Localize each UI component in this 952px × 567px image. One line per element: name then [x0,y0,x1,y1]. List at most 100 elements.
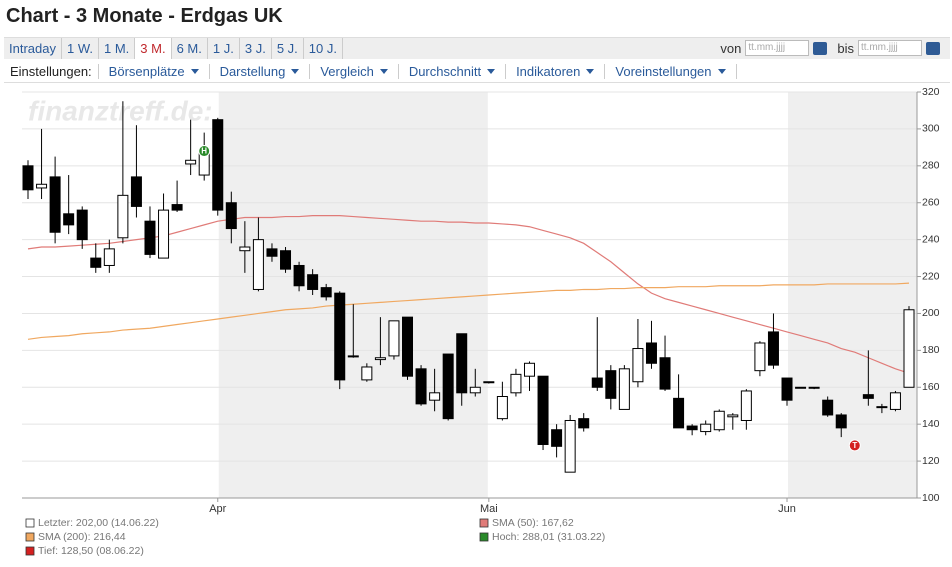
y-tick-label: 240 [922,233,940,245]
range-tab[interactable]: 10 J. [304,38,343,59]
date-range: von tt.mm.jjjj bis tt.mm.jjjj [720,40,946,56]
candle-body [483,381,495,384]
candle-body [266,248,278,257]
calendar-icon[interactable] [813,41,828,55]
candle-body [767,331,779,366]
candle-body [510,373,522,394]
legend-swatch [25,518,35,528]
sma-line [27,282,910,340]
settings-menu[interactable]: Darstellung [210,63,311,79]
candle-body [862,394,874,399]
candle-body [889,392,901,410]
candle-body [781,377,793,401]
candle-body [523,362,535,377]
marker-label: T [852,441,857,450]
from-input[interactable]: tt.mm.jjjj [745,40,810,56]
candle-body [90,257,102,268]
legend-label: Tief: 128,50 (08.06.22) [38,545,144,557]
settings-menu[interactable]: Börsenplätze [99,63,210,79]
range-tab[interactable]: 6 M. [172,38,208,59]
settings-menu[interactable]: Vergleich [310,63,399,79]
candle-body [659,357,671,390]
x-tick-label: Apr [209,503,226,515]
candle-body [144,220,156,255]
candle-body [537,375,549,445]
candle-body [130,176,142,207]
candle-body [307,274,319,290]
candle-body [334,292,346,381]
month-band [218,92,488,498]
candle-body [117,194,129,239]
legend-label: Letzter: 202,00 (14.06.22) [38,517,159,529]
y-tick-label: 140 [922,418,940,430]
legend-swatch [479,532,489,542]
y-tick-label: 280 [922,160,940,172]
y-tick-label: 260 [922,197,940,209]
legend-swatch [479,518,489,528]
candle-body [903,309,915,388]
candle-body [645,342,657,364]
candle-body [76,209,88,241]
to-input[interactable]: tt.mm.jjjj [858,40,922,56]
legend-label: Hoch: 288,01 (31.03.22) [492,531,605,543]
candle-body [22,165,34,191]
range-tab[interactable]: 1 M. [99,38,136,59]
candle-body [171,204,183,211]
range-tab[interactable]: 1 W. [62,38,99,59]
candle-body [591,377,603,388]
candle-body [686,425,698,431]
legend-swatch [25,546,35,556]
candle-body [212,119,224,211]
candle-body [469,386,481,394]
candle-body [198,152,210,176]
candle-body [252,239,264,290]
x-tick-label: Jun [778,503,796,515]
range-tab[interactable]: 3 J. [240,38,272,59]
candle-body [415,368,427,405]
legend-label: SMA (200): 216,44 [38,531,126,543]
candle-body [551,429,563,447]
candle-body [293,264,305,287]
legend-swatch [25,532,35,542]
x-tick-label: Mai [480,503,498,515]
range-tab[interactable]: Intraday [4,38,62,59]
page-title: Chart - 3 Monate - Erdgas UK [6,5,283,27]
candle-body [456,333,468,394]
range-tab[interactable]: 1 J. [208,38,240,59]
candle-body [496,396,508,420]
from-label: von [720,40,742,56]
candle-body [808,386,820,389]
candle-body [36,183,48,189]
candle-body [103,248,115,266]
candle-body [320,287,332,298]
candle-body [578,418,590,429]
watermark: finanztreff.de: [28,95,213,126]
legend-label: SMA (50): 167,62 [492,517,574,529]
range-tab[interactable]: 5 J. [272,38,304,59]
candle-body [700,423,712,433]
settings-menu[interactable]: Durchschnitt [399,63,507,79]
candle-body [605,370,617,399]
candle-body [185,159,197,165]
y-tick-label: 180 [922,344,940,356]
range-tab[interactable]: 3 M. [135,38,172,59]
settings-menu[interactable]: Indikatoren [506,63,606,79]
calendar-icon[interactable] [926,41,940,55]
candle-body [429,392,441,401]
candle-body [876,406,888,409]
candle-body [388,320,400,357]
candle-body [822,399,834,416]
sma-line [27,215,910,374]
extreme-marker [198,145,211,158]
candle-body [618,368,630,410]
candle-body [63,213,75,226]
candle-body [361,366,373,381]
y-tick-label: 220 [922,270,940,282]
settings-menu[interactable]: Voreinstellungen [605,63,737,79]
y-tick-label: 100 [922,492,940,504]
marker-label: H [201,147,207,156]
y-tick-label: 160 [922,381,940,393]
candle-body [754,342,766,372]
